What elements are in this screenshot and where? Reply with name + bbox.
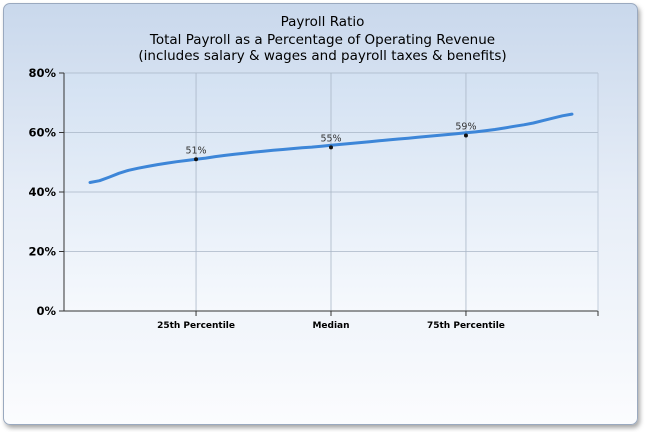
x-tick-label: 75th Percentile xyxy=(427,321,505,331)
percentile-point xyxy=(194,157,199,162)
chart-subtitle-line-2: (includes salary & wages and payroll tax… xyxy=(138,48,507,64)
y-tick-label: 20% xyxy=(28,245,56,259)
y-tick-label: 80% xyxy=(28,66,56,80)
y-tick-label: 60% xyxy=(28,126,56,140)
y-axis-ticks: 0% 20% 40% 60% 80% xyxy=(28,66,64,318)
data-label: 51% xyxy=(185,145,206,156)
y-tick-label: 40% xyxy=(28,185,56,199)
chart-title: Payroll Ratio xyxy=(280,14,365,30)
data-label: 59% xyxy=(455,121,476,132)
x-tick-label: 25th Percentile xyxy=(157,321,235,331)
x-axis-ticks: 25th Percentile Median 75th Percentile xyxy=(157,311,505,331)
gridlines xyxy=(64,72,598,311)
percentile-point xyxy=(463,133,468,138)
series-layer xyxy=(88,112,574,184)
x-tick-label: Median xyxy=(312,321,349,331)
data-label: 55% xyxy=(320,133,341,144)
percentile-point xyxy=(329,145,333,150)
series-line xyxy=(88,112,574,184)
y-tick-label: 0% xyxy=(36,304,56,318)
percentile-markers: 51% 55% 59% xyxy=(185,121,477,162)
chart-subtitle-line-1: Total Payroll as a Percentage of Operati… xyxy=(149,32,496,48)
